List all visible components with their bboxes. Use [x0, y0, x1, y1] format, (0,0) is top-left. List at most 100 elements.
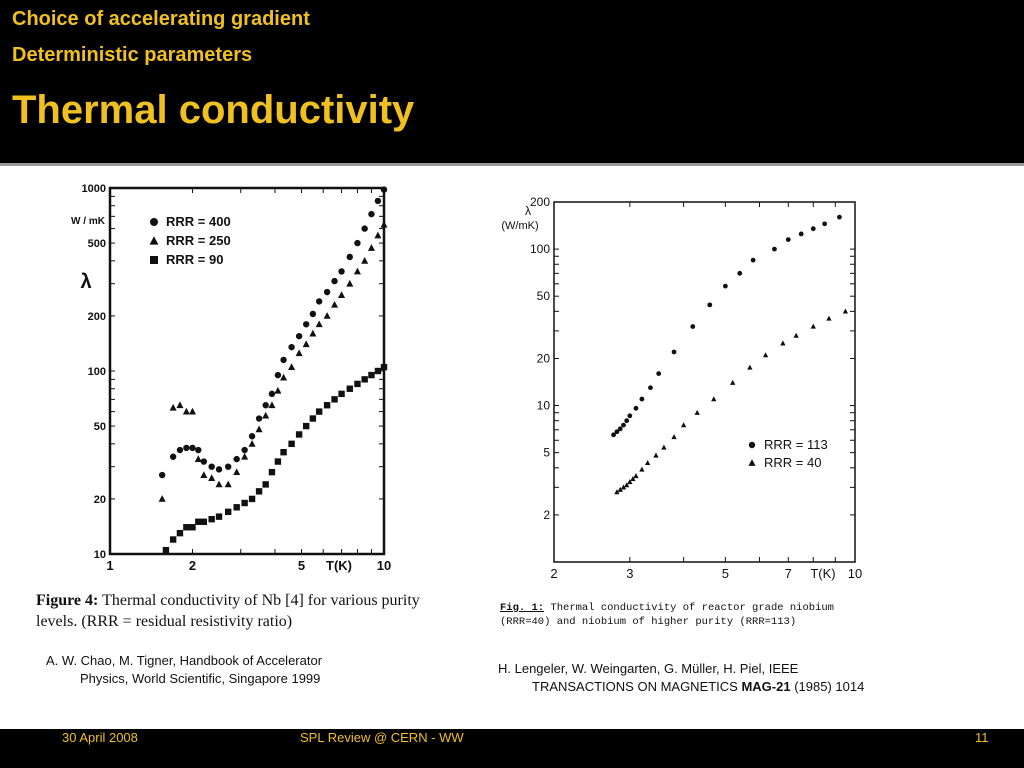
- data-point-circle: [176, 446, 184, 454]
- data-point-triangle: [331, 300, 339, 308]
- y-axis-label: λ: [525, 204, 531, 218]
- data-point-circle: [785, 237, 791, 243]
- y-tick-label: 20: [537, 351, 551, 365]
- data-point-triangle: [295, 349, 303, 357]
- figure-2-caption: Fig. 1: Thermal conductivity of reactor …: [500, 601, 885, 629]
- data-point-square: [374, 367, 382, 375]
- data-point-square: [361, 376, 368, 383]
- figure-lengeler: 2 5 10 20 50 100 200 2 3 5 7 T(K) 10 λ (W/mK) RRR = 113…: [484, 185, 892, 643]
- reference-2-volume: MAG-21: [741, 679, 791, 694]
- data-point-circle: [822, 221, 828, 227]
- data-point-circle: [690, 324, 696, 329]
- data-point-square: [183, 524, 190, 531]
- data-point-triangle: [241, 452, 249, 460]
- data-point-triangle: [176, 401, 184, 409]
- figure-1-caption-label: Figure 4:: [36, 592, 99, 609]
- data-point-circle: [255, 415, 263, 422]
- legend-marker-square: [150, 256, 158, 264]
- data-point-circle: [208, 463, 215, 470]
- data-point-square: [169, 536, 177, 543]
- data-point-triangle: [346, 279, 354, 287]
- reference-2-line-2: TRANSACTIONS ON MAGNETICS MAG-21 (1985) …: [498, 678, 918, 696]
- legend-marker-triangle: [748, 459, 756, 466]
- plot-frame: [553, 201, 856, 563]
- legend-label: RRR = 90: [166, 252, 223, 267]
- data-point-triangle: [630, 475, 636, 482]
- y-tick-label: 5: [543, 446, 550, 460]
- data-point-square: [215, 513, 223, 520]
- data-point-triangle: [680, 422, 687, 428]
- data-point-triangle: [208, 474, 216, 481]
- data-point-circle: [621, 422, 626, 428]
- y-tick-label: 500: [88, 238, 106, 250]
- footer-page-number: 11: [975, 730, 989, 745]
- data-point-square: [162, 546, 170, 554]
- data-point-triangle: [200, 471, 208, 478]
- data-point-triangle: [810, 323, 816, 329]
- y-tick-label: 2: [543, 508, 550, 522]
- data-point-triangle: [268, 401, 276, 409]
- data-point-triangle: [262, 411, 270, 419]
- data-point-circle: [722, 283, 728, 289]
- data-point-square: [241, 499, 248, 507]
- legend-label: RRR = 250: [166, 233, 231, 248]
- data-point-triangle: [793, 332, 799, 338]
- legend-label: RRR = 113: [764, 437, 828, 452]
- figure-1-caption: Figure 4: Thermal conductivity of Nb [4]…: [36, 590, 446, 632]
- data-point-circle: [268, 390, 276, 398]
- slide-header: Choice of accelerating gradient Determin…: [0, 0, 1024, 160]
- data-point-square: [255, 488, 263, 495]
- data-point-circle: [671, 349, 677, 355]
- data-point-circle: [302, 321, 310, 328]
- data-point-circle: [798, 231, 804, 237]
- data-point-circle: [707, 302, 713, 308]
- y-tick-label: 10: [94, 549, 106, 561]
- data-point-square: [338, 390, 345, 398]
- data-point-circle: [614, 429, 620, 435]
- data-point-triangle: [309, 329, 317, 337]
- x-tick-label: 10: [848, 566, 862, 581]
- data-point-square: [248, 495, 256, 503]
- data-point-square: [200, 518, 208, 525]
- data-point-triangle: [627, 479, 633, 485]
- data-point-circle: [323, 288, 331, 296]
- legend-label: RRR = 40: [764, 455, 821, 470]
- data-point-circle: [189, 444, 196, 452]
- data-point-triangle: [653, 452, 659, 458]
- footer-center-text: SPL Review @ CERN - WW: [300, 730, 464, 745]
- data-point-square: [380, 363, 388, 371]
- data-point-triangle: [323, 312, 331, 319]
- data-point-triangle: [762, 352, 769, 358]
- y-tick-label: 20: [94, 494, 106, 506]
- data-point-triangle: [826, 315, 832, 321]
- data-point-circle: [374, 197, 382, 205]
- data-point-triangle: [367, 244, 375, 251]
- data-point-square: [224, 508, 232, 516]
- data-point-circle: [633, 405, 639, 411]
- data-point-circle: [233, 455, 240, 463]
- y-tick-label: 10: [537, 399, 551, 413]
- data-point-circle: [750, 257, 756, 263]
- data-point-circle: [248, 433, 256, 440]
- x-tick-label: 2: [189, 558, 196, 573]
- data-point-circle: [331, 277, 338, 285]
- data-point-circle: [241, 446, 248, 454]
- data-point-circle: [309, 310, 317, 318]
- data-point-circle: [737, 270, 743, 276]
- header-separator: [0, 163, 1024, 166]
- figure-1-caption-text: Thermal conductivity of Nb [4] for vario…: [36, 592, 420, 630]
- x-tick-label: 3: [626, 566, 633, 581]
- y-tick-label: 100: [88, 366, 106, 378]
- y-axis-unit: W / mK: [71, 216, 106, 227]
- data-point-circle: [837, 214, 842, 220]
- data-point-triangle: [617, 486, 623, 492]
- data-point-triangle: [842, 308, 849, 314]
- data-point-square: [302, 422, 310, 430]
- data-point-triangle: [620, 484, 627, 490]
- data-point-circle: [611, 432, 616, 438]
- data-point-circle: [354, 239, 361, 247]
- x-tick-label: 5: [298, 558, 305, 573]
- data-point-triangle: [730, 379, 736, 385]
- slide-subtitle-1: Choice of accelerating gradient: [12, 8, 310, 30]
- data-point-circle: [169, 453, 177, 460]
